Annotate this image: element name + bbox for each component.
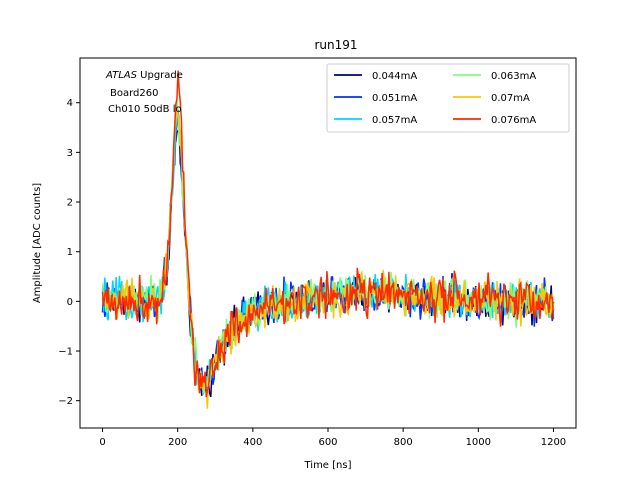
x-tick-label: 800 bbox=[394, 437, 413, 448]
y-axis-label: Amplitude [ADC counts] bbox=[32, 183, 43, 303]
y-tick-label: 3 bbox=[67, 148, 73, 159]
legend: 0.044mA 0.051mA 0.057mA 0.063mA 0.07mA 0.076m… bbox=[326, 63, 570, 133]
legend-box bbox=[326, 63, 570, 133]
x-tick-label: 1000 bbox=[466, 437, 491, 448]
x-axis-label: Time [ns] bbox=[303, 460, 351, 471]
chart-title: run191 bbox=[314, 38, 357, 52]
series-line-0.076mA bbox=[101, 70, 555, 398]
x-axis: 0 200 400 600 800 1000 1200 bbox=[99, 428, 566, 448]
annotation-line-1: ATLAS Upgrade bbox=[105, 70, 183, 81]
plot-lines bbox=[101, 70, 555, 409]
annotation-upgrade: Upgrade bbox=[137, 70, 183, 81]
legend-label: 0.063mA bbox=[491, 71, 536, 82]
legend-label: 0.07mA bbox=[491, 93, 530, 104]
y-tick-label: 4 bbox=[67, 98, 73, 109]
x-tick-label: 1200 bbox=[541, 437, 566, 448]
legend-label: 0.044mA bbox=[372, 71, 417, 82]
legend-label: 0.051mA bbox=[372, 93, 417, 104]
legend-label: 0.076mA bbox=[491, 115, 536, 126]
annotation-line-3: Ch010 50dB lo bbox=[108, 104, 182, 115]
y-tick-label: 0 bbox=[67, 297, 73, 308]
y-tick-label: 1 bbox=[67, 247, 73, 258]
y-axis: −2 −1 0 1 2 3 4 bbox=[58, 98, 80, 407]
x-tick-label: 200 bbox=[168, 437, 187, 448]
x-tick-label: 0 bbox=[99, 437, 105, 448]
y-tick-label: −2 bbox=[58, 396, 73, 407]
annotation-block: ATLAS Upgrade Board260 Ch010 50dB lo bbox=[105, 70, 183, 115]
legend-label: 0.057mA bbox=[372, 115, 417, 126]
x-tick-label: 600 bbox=[318, 437, 337, 448]
x-tick-label: 400 bbox=[243, 437, 262, 448]
annotation-atlas: ATLAS bbox=[105, 70, 138, 81]
y-tick-label: 2 bbox=[67, 198, 73, 209]
y-tick-label: −1 bbox=[58, 347, 73, 358]
annotation-line-2: Board260 bbox=[110, 88, 158, 99]
